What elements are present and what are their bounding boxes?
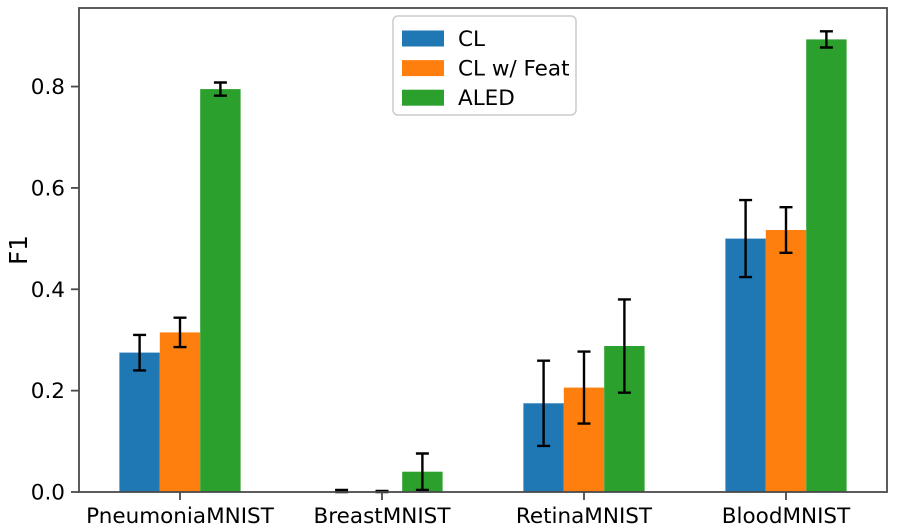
error-bar [617, 298, 631, 394]
plot-border [78, 7, 888, 493]
x-category-label: RetinaMNIST [516, 504, 653, 529]
error-bar [213, 81, 227, 97]
error-bar [739, 198, 753, 279]
error-bar [779, 206, 793, 254]
legend-label-aled: ALED [458, 86, 515, 111]
x-category-label: BreastMNIST [314, 504, 452, 529]
legend-swatch-cl [402, 30, 444, 47]
legend-label-cl: CL [458, 27, 485, 52]
bar-cl-pneumoniamnist [119, 352, 160, 492]
error-bar [577, 350, 591, 425]
bar-aled-bloodmnist [806, 39, 847, 493]
x-category-label: PneumoniaMNIST [86, 504, 275, 529]
error-bar [133, 333, 147, 372]
legend-swatch-aled [402, 89, 444, 106]
x-category-label: BloodMNIST [722, 504, 851, 529]
bar-cl-w-feat-bloodmnist [765, 230, 807, 492]
bar-cl-bloodmnist [725, 238, 766, 492]
error-bar [173, 316, 187, 349]
error-bar [537, 359, 551, 448]
y-tick-label: 0.4 [31, 278, 65, 303]
legend-swatch-cl-w-feat [402, 60, 444, 77]
error-bar [819, 30, 833, 49]
y-tick-label: 0.8 [31, 75, 65, 100]
y-tick-label: 0.0 [31, 481, 65, 506]
y-axis-label: F1 [4, 235, 33, 265]
error-bar [415, 452, 429, 492]
y-tick-label: 0.6 [31, 176, 65, 201]
y-tick-label: 0.2 [31, 379, 65, 404]
legend-label-cl-w-feat: CL w/ Feat [458, 57, 570, 82]
bar-cl-w-feat-pneumoniamnist [159, 332, 201, 492]
bar-aled-pneumoniamnist [200, 89, 241, 492]
